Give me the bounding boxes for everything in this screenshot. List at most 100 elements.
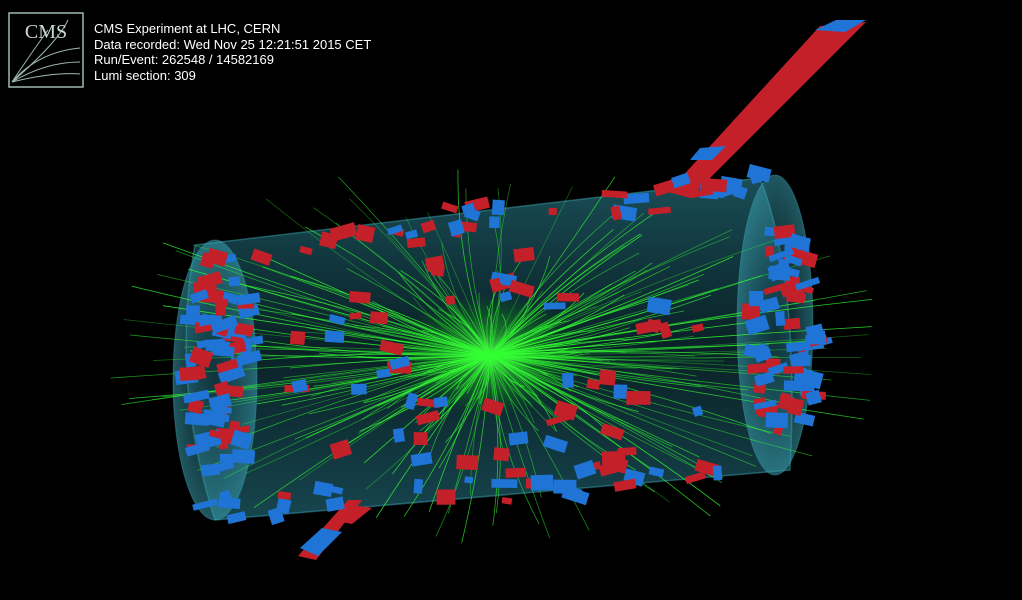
particle-track [265, 198, 491, 356]
particle-track [489, 354, 813, 457]
particle-track [489, 354, 499, 526]
particle-track [489, 254, 526, 356]
hcal-hit [218, 496, 241, 510]
hcal-hit [231, 448, 256, 465]
ecal-hit [617, 446, 637, 456]
particle-track [489, 255, 551, 356]
ecal-hit [445, 295, 456, 306]
ecal-hit [379, 339, 405, 356]
hcal-hit [447, 219, 465, 237]
hcal-hit [184, 441, 210, 457]
particle-track [489, 279, 699, 356]
particle-track [489, 297, 659, 356]
particle-track [489, 354, 872, 375]
ecal-hit [216, 358, 239, 374]
particle-track [489, 270, 636, 356]
hcal-hit [251, 335, 264, 345]
particle-track [489, 299, 872, 356]
hcal-hit [793, 374, 807, 382]
particle-track [457, 169, 491, 356]
hcal-hit [389, 355, 411, 370]
particle-track [257, 348, 491, 356]
hcal-hit [499, 291, 513, 303]
particle-track [428, 354, 491, 460]
hcal-hit [196, 339, 207, 350]
cms-logo-icon: CMS [8, 12, 84, 88]
hcal-hit [461, 202, 476, 214]
hcal-hit [413, 478, 424, 494]
particle-track [357, 354, 491, 435]
particle-track [121, 354, 491, 405]
experiment-title: CMS Experiment at LHC, CERN [94, 21, 281, 36]
particle-track [254, 303, 491, 356]
particle-track [375, 354, 491, 518]
ecal-hit [599, 423, 625, 441]
hcal-hit [324, 330, 345, 343]
hcal-hit [208, 393, 232, 411]
hcal-hit [226, 511, 247, 525]
calorimeter-hits [174, 164, 833, 526]
ecal-hit [289, 330, 306, 346]
particle-track [422, 354, 491, 374]
ecal-hit [691, 323, 704, 333]
ecal-hit [626, 391, 651, 405]
ecal-hit [773, 224, 796, 240]
hcal-hit [542, 434, 569, 454]
ecal-hit [420, 219, 437, 234]
hcal-hit [186, 305, 200, 319]
particle-track [489, 354, 534, 408]
particle-track [461, 354, 491, 543]
particle-track [489, 294, 712, 356]
ecal-hit [610, 205, 623, 221]
ecal-hit [783, 317, 801, 331]
hcal-hit [228, 276, 241, 287]
ecal-hit [413, 432, 428, 446]
hcal-hit [376, 368, 391, 379]
particle-track [489, 176, 616, 356]
particle-track [489, 354, 697, 377]
particle-track [489, 354, 540, 525]
hcal-hit [765, 412, 789, 429]
hcal-hit [767, 362, 789, 376]
hcal-hit [491, 199, 505, 216]
particle-track [382, 325, 491, 356]
particle-track [489, 347, 827, 356]
hcal-hit [805, 334, 827, 345]
particle-track [489, 354, 638, 369]
ecal-hit [601, 189, 628, 199]
ecal-hit [598, 369, 617, 386]
ecal-hit [456, 454, 479, 471]
ecal-hit [684, 471, 707, 484]
hcal-hit [433, 396, 449, 408]
particle-track [412, 296, 491, 356]
hcal-hit [744, 314, 770, 336]
hcal-hit [743, 343, 771, 361]
particle-track [489, 291, 642, 356]
run-event: Run/Event: 262548 / 14582169 [94, 52, 274, 67]
ecal-hit [508, 279, 535, 298]
hcal-hit [794, 236, 808, 246]
ecal-hit [215, 300, 226, 316]
particle-track [489, 354, 832, 381]
hcal-hit [795, 276, 821, 291]
particle-track [489, 354, 702, 388]
particle-track [291, 313, 491, 356]
ecal-hit [424, 255, 445, 273]
hcal-hit [561, 485, 590, 506]
hcal-hit [410, 451, 433, 467]
hcal-hit [189, 289, 209, 304]
ecal-hit [194, 323, 217, 334]
hcal-hit [754, 371, 775, 387]
hcal-hit [217, 459, 235, 472]
ecal-hit [329, 439, 353, 460]
ecal-hit [553, 400, 578, 421]
particle-track [123, 319, 491, 356]
particle-track [489, 354, 629, 424]
particle-track [489, 310, 685, 356]
particle-track [489, 354, 602, 362]
hcal-hit [464, 476, 474, 484]
particle-track [489, 354, 784, 404]
hcal-hit [325, 496, 345, 512]
